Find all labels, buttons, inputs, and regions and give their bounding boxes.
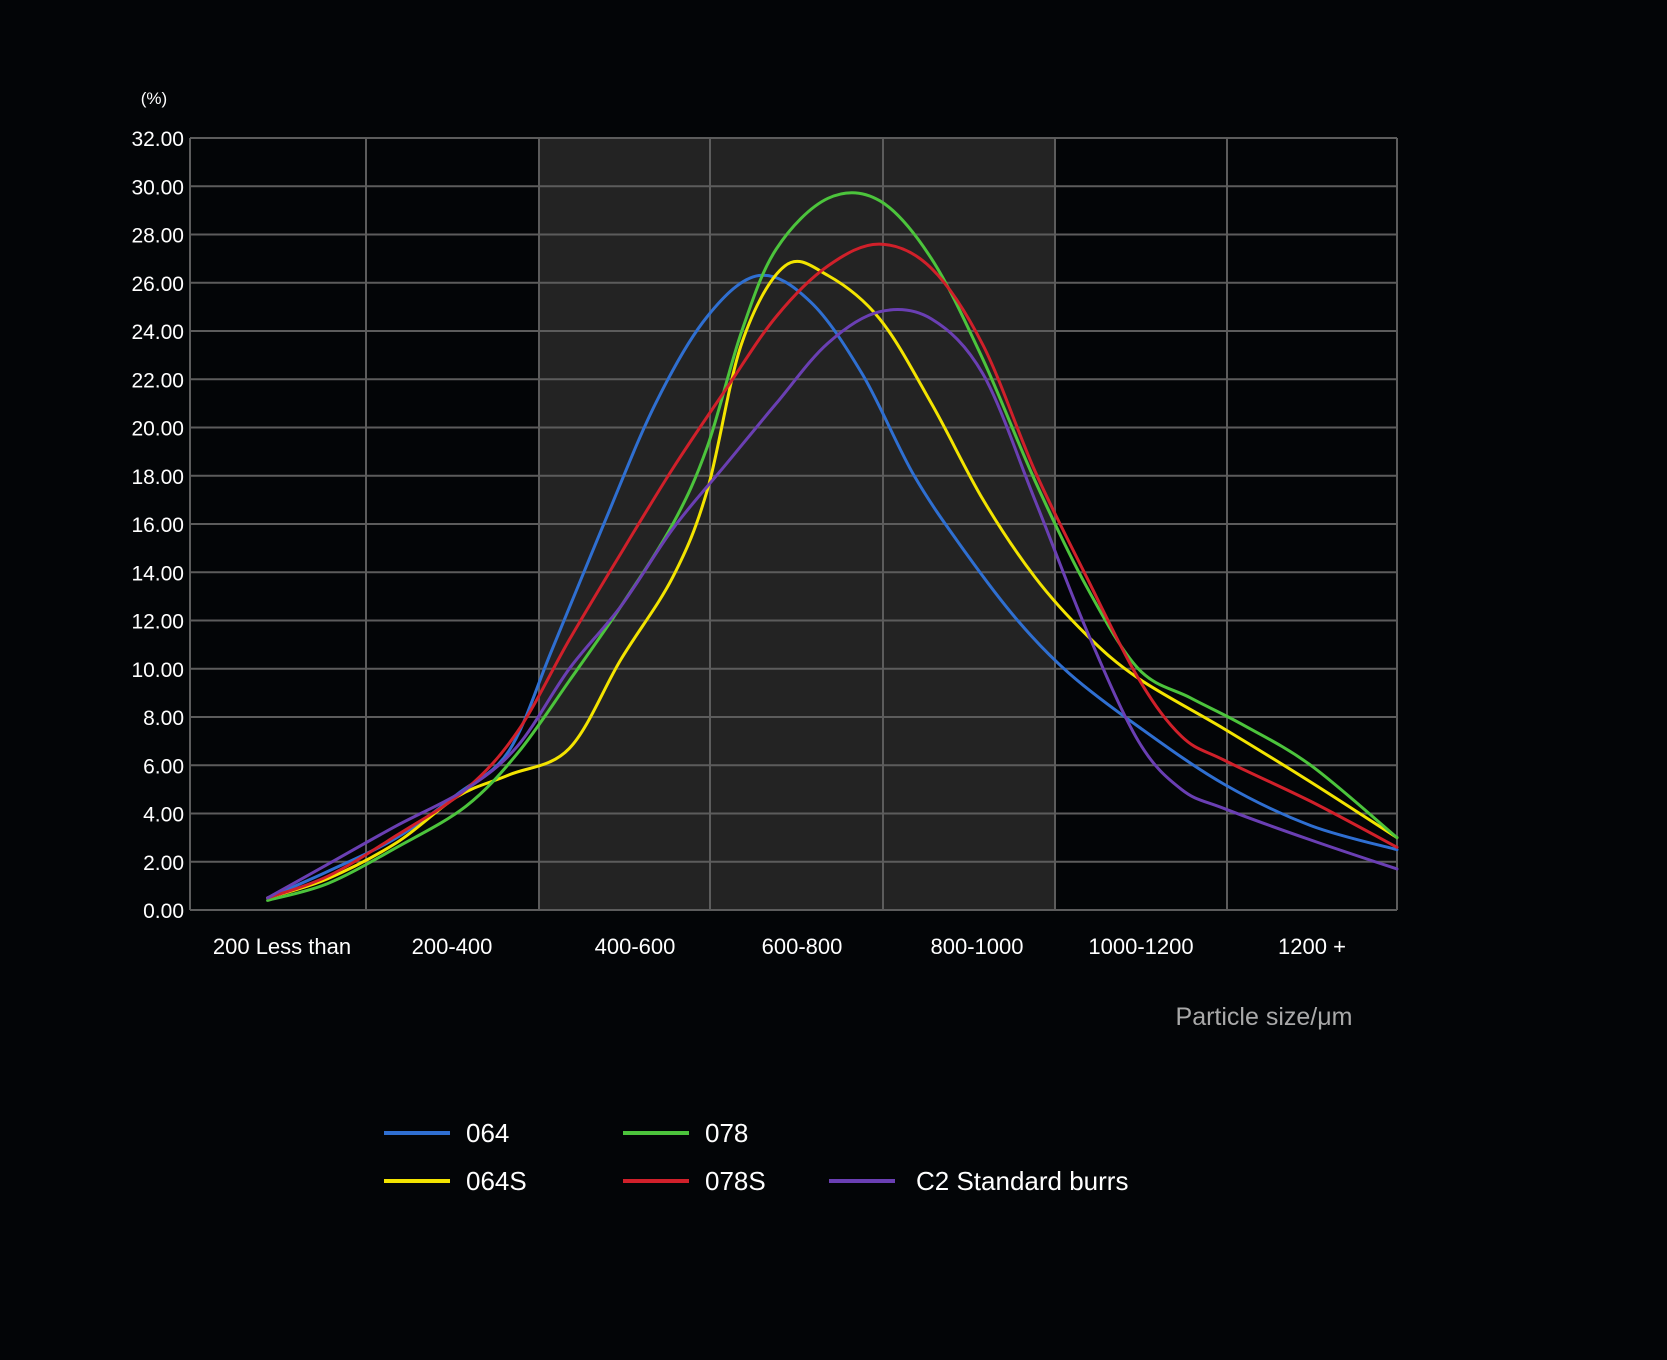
- x-tick-label: 800-1000: [931, 934, 1024, 959]
- y-tick-label: 4.00: [143, 804, 184, 827]
- x-tick-label: 200 Less than: [213, 934, 351, 959]
- y-tick-label: 18.00: [131, 466, 184, 489]
- y-tick-label: 14.00: [131, 562, 184, 585]
- series-lines: [266, 191, 1399, 902]
- y-tick-label: 16.00: [131, 514, 184, 537]
- x-axis-label: Particle size/μm: [1176, 1003, 1353, 1031]
- y-axis-unit: (%): [141, 89, 167, 108]
- y-tick-label: 28.00: [131, 225, 184, 248]
- legend-label-c2-standard-burrs: C2 Standard burrs: [916, 1166, 1128, 1196]
- y-tick-label: 26.00: [131, 273, 184, 296]
- legend-label-064: 064: [466, 1118, 509, 1148]
- series-line-078s: [266, 242, 1399, 900]
- legend-label-064s: 064S: [466, 1166, 527, 1196]
- y-tick-label: 2.00: [143, 852, 184, 875]
- x-tick-label: 1200 +: [1278, 934, 1346, 959]
- legend-label-078s: 078S: [705, 1166, 766, 1196]
- series-line-c2-standard-burrs: [266, 307, 1399, 900]
- x-tick-label: 200-400: [412, 934, 493, 959]
- y-tick-labels: 0.00 2.00 4.00 6.00 8.00 10.00 12.00 14.00 16.00…: [131, 128, 184, 923]
- series-line-078: [266, 191, 1399, 902]
- x-tick-label: 400-600: [595, 934, 676, 959]
- y-tick-label: 22.00: [131, 369, 184, 392]
- x-tick-label: 600-800: [762, 934, 843, 959]
- x-tick-labels: 200 Less than 200-400 400-600 600-800 800-10…: [213, 934, 1346, 959]
- legend: 064 078 064S 078S C2 Standard burrs: [384, 1118, 1128, 1196]
- legend-label-078: 078: [705, 1118, 748, 1148]
- y-tick-label: 12.00: [131, 611, 184, 634]
- y-tick-label: 8.00: [143, 707, 184, 730]
- y-tick-label: 20.00: [131, 418, 184, 441]
- y-tick-label: 32.00: [131, 128, 184, 151]
- grid: [189, 137, 1398, 911]
- x-tick-label: 1000-1200: [1088, 934, 1193, 959]
- y-tick-label: 24.00: [131, 321, 184, 344]
- y-tick-label: 6.00: [143, 755, 184, 778]
- y-tick-label: 10.00: [131, 659, 184, 682]
- y-tick-label: 0.00: [143, 900, 184, 923]
- y-tick-label: 30.00: [131, 176, 184, 199]
